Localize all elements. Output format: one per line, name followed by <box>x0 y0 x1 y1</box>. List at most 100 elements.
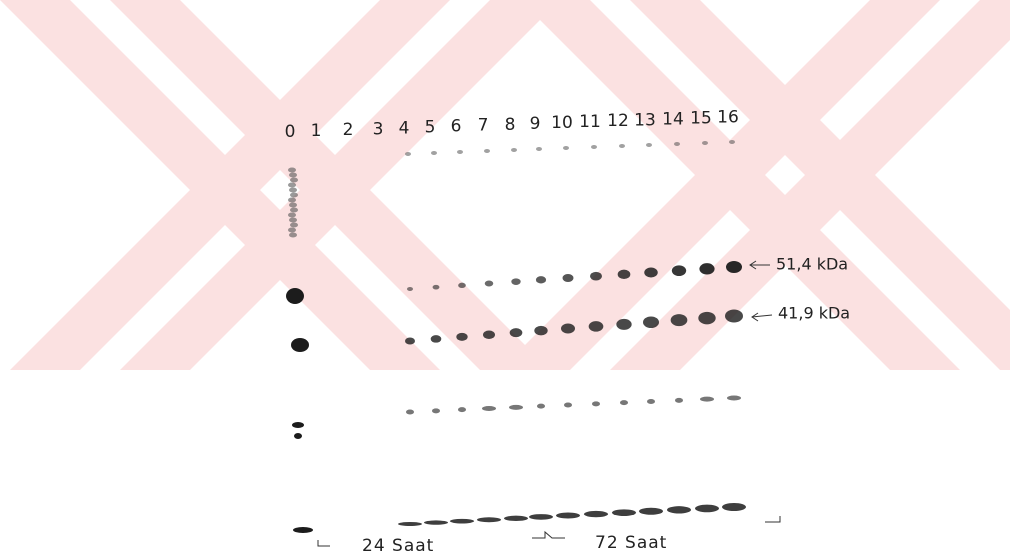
band-42kda <box>698 312 715 325</box>
well-spot <box>405 152 411 156</box>
well-spot <box>484 149 490 153</box>
lane-label: 15 <box>690 109 712 129</box>
band-42kda <box>725 310 743 323</box>
band-bottom <box>398 522 422 526</box>
well-spot <box>729 140 735 144</box>
group-label: 72 Saat <box>595 533 667 553</box>
band-51kda <box>563 274 574 282</box>
ladder-band <box>293 527 313 533</box>
band-42kda <box>616 319 631 330</box>
ladder-smear <box>288 183 296 188</box>
band-lower <box>458 407 466 412</box>
band-51kda <box>485 281 494 287</box>
band-bottom <box>450 519 474 524</box>
band-bottom <box>695 505 719 513</box>
lane-label: 12 <box>607 111 629 131</box>
band-42kda <box>431 335 442 343</box>
ladder-smear <box>289 203 297 208</box>
well-spot <box>511 148 517 152</box>
watermark <box>0 0 1010 370</box>
well-spot <box>457 150 463 154</box>
band-bottom <box>584 511 608 517</box>
ladder-smear <box>288 168 296 173</box>
band-42kda <box>589 321 604 332</box>
gel-figure: 012345678910111213141516 51,4 kDa 41,9 k… <box>0 0 1010 560</box>
ladder-smear <box>290 208 298 213</box>
ladder-smear <box>288 198 296 203</box>
band-42kda <box>643 317 659 329</box>
ladder-smear <box>289 173 297 178</box>
band-42kda <box>534 326 547 336</box>
lane-label: 4 <box>399 118 410 138</box>
well-spot <box>674 142 680 146</box>
band-lower <box>675 398 683 403</box>
band-51kda <box>407 287 413 291</box>
band-lower <box>647 399 655 404</box>
band-51kda <box>590 272 602 281</box>
band-bottom <box>424 520 448 524</box>
group-bracket <box>532 532 565 538</box>
group-bracket <box>318 540 330 546</box>
well-spot <box>536 147 542 151</box>
band-51kda <box>644 268 658 278</box>
lane-label: 1 <box>311 121 322 141</box>
band-lower <box>537 404 545 409</box>
band-51kda <box>511 278 520 285</box>
band-42kda <box>671 314 688 326</box>
band-lower <box>406 410 414 415</box>
band-lower <box>620 400 628 405</box>
band-42kda <box>483 331 495 340</box>
lane-label: 8 <box>505 115 516 135</box>
band-bottom <box>504 516 528 521</box>
lane-label: 14 <box>662 109 684 129</box>
band-42kda <box>561 324 575 334</box>
band-lower <box>564 403 572 408</box>
band-42kda <box>456 333 467 341</box>
band-51kda <box>433 285 440 290</box>
band-bottom <box>667 506 691 513</box>
band-lower <box>592 401 600 406</box>
marker-label: 41,9 kDa <box>778 304 850 323</box>
well-spot <box>702 141 708 145</box>
band-51kda <box>458 283 466 288</box>
ladder-smear <box>290 193 298 198</box>
band-lower <box>482 406 496 411</box>
band-42kda <box>510 328 523 337</box>
lane-label: 10 <box>551 113 573 133</box>
ladder-smear <box>289 233 297 238</box>
band-bottom <box>722 503 746 511</box>
group-bracket <box>765 516 780 522</box>
band-lower <box>700 397 714 402</box>
well-spot <box>619 144 625 148</box>
band-42kda <box>405 338 415 345</box>
ladder-smear <box>289 218 297 223</box>
well-spot <box>646 143 652 147</box>
ladder-smear <box>290 223 298 228</box>
ladder-smear <box>290 178 298 183</box>
well-spot <box>431 151 437 155</box>
band-51kda <box>726 261 742 273</box>
lane-label: 5 <box>425 118 436 138</box>
lane-label: 9 <box>530 114 541 134</box>
band-bottom <box>639 508 663 515</box>
lane-label: 13 <box>634 110 656 130</box>
band-51kda <box>672 265 686 276</box>
band-lower <box>727 396 741 401</box>
band-bottom <box>612 509 636 516</box>
ladder-smear <box>288 228 296 233</box>
band-bottom <box>556 513 580 519</box>
band-51kda <box>536 276 546 283</box>
lane-label: 11 <box>579 112 601 132</box>
lane-label: 6 <box>451 117 462 137</box>
well-spot <box>563 146 569 150</box>
lane-label: 0 <box>285 122 296 142</box>
band-bottom <box>477 517 501 522</box>
lane-label: 7 <box>478 116 489 136</box>
band-51kda <box>699 263 714 274</box>
band-51kda <box>618 270 631 279</box>
ladder-band <box>294 433 302 439</box>
band-lower <box>509 405 523 410</box>
lane-label: 2 <box>343 120 354 140</box>
marker-label: 51,4 kDa <box>776 255 848 274</box>
ladder-band <box>286 288 304 304</box>
